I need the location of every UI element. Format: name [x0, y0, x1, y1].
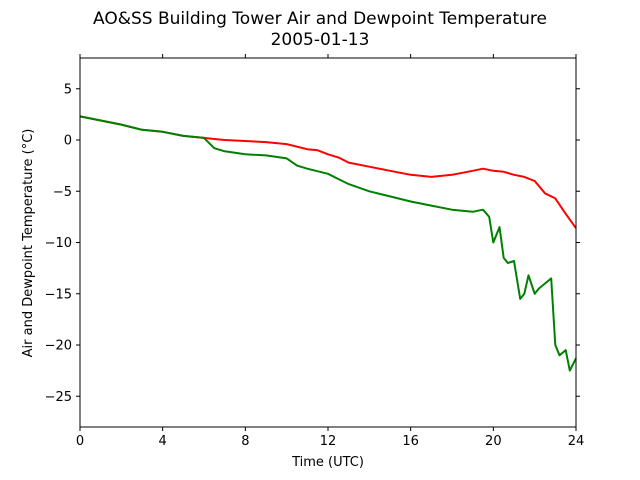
x-tick-label: 12	[320, 434, 337, 449]
chart-title: AO&SS Building Tower Air and Dewpoint Te…	[93, 9, 547, 29]
y-tick-label: −15	[45, 287, 72, 302]
series-line-1	[79, 115, 577, 229]
y-tick-label: −5	[53, 185, 72, 200]
x-tick-label: 20	[485, 434, 502, 449]
y-tick-label: −20	[45, 339, 72, 354]
x-tick-label: 24	[568, 434, 585, 449]
series-layer	[79, 115, 577, 372]
x-tick-label: 0	[76, 434, 84, 449]
x-axis: 0 4 8 12 16 20 24	[76, 54, 584, 449]
y-axis-label: Air and Dewpoint Temperature (°C)	[21, 129, 36, 358]
y-tick-label: 5	[64, 82, 72, 97]
x-tick-label: 8	[241, 434, 249, 449]
y-tick-label: 0	[64, 134, 72, 149]
x-tick-label: 16	[402, 434, 419, 449]
x-tick-label: 4	[159, 434, 167, 449]
y-tick-label: −10	[45, 236, 72, 251]
y-tick-label: −25	[45, 390, 72, 405]
x-axis-label: Time (UTC)	[291, 455, 364, 470]
series-line-2	[79, 115, 577, 372]
chart-subtitle: 2005-01-13	[271, 30, 370, 50]
y-axis: 5 0 −5 −10 −15 −20 −25	[45, 82, 580, 405]
